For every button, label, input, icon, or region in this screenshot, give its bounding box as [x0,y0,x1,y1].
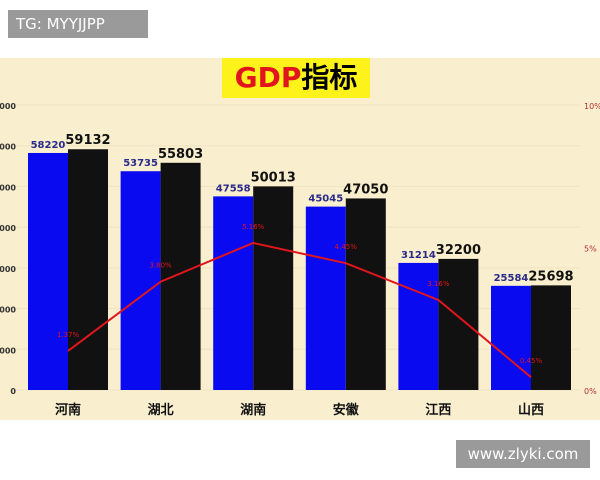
y-tick-label: 60000 [0,143,16,152]
y-tick-label: 10000 [0,346,16,355]
watermark-bottom-right: www.zlyki.com [456,440,590,468]
bar-series2 [68,149,108,390]
y-tick-label: 70000 [0,102,16,111]
bar-label-series1: 31214 [401,250,436,261]
bar-label-series2: 55803 [158,147,203,162]
x-tick-label: 湖北 [148,403,174,418]
bar-series1 [305,206,346,390]
bar-label-series2: 59132 [65,133,110,148]
bar-label-series1: 45045 [308,194,343,205]
bar-label-series2: 32200 [436,243,481,258]
title-gdp: GDP [234,61,302,94]
bar-label-series1: 58220 [31,140,66,151]
x-tick-label: 安徽 [333,402,360,418]
bar-series2 [160,162,201,390]
bar-series2 [345,198,386,390]
growth-label: 4.45% [335,243,358,251]
y2-tick-label: 5% [584,245,597,254]
x-tick-label: 河南 [55,402,81,418]
bar-series1 [28,152,68,390]
bar-series1 [398,262,439,390]
growth-line [67,241,532,378]
bar-label-series2: 50013 [251,170,296,185]
growth-label: 0.45% [520,357,543,365]
x-tick-label: 山西 [518,402,544,418]
bar-label-series2: 47050 [343,182,388,197]
y2-tick-label: 10% [584,102,600,111]
watermark-top-left: TG: MYYJJPP [8,10,148,38]
y-tick-label: 0 [10,387,16,396]
growth-label: 1.37% [57,331,80,339]
bar-series2 [438,258,479,390]
title-indicator: 指标 [301,61,358,94]
x-tick-label: 湖南 [240,402,266,418]
bar-label-series1: 47558 [216,183,251,194]
y-tick-label: 50000 [0,183,16,192]
y-tick-label: 20000 [0,306,16,315]
bar-series1 [120,171,161,390]
bar-label-series1: 25584 [494,273,529,284]
chart-title: GDP指标 [222,58,370,98]
y-tick-label: 30000 [0,265,16,274]
bar-series1 [491,285,531,390]
growth-label: 3.80% [149,262,172,270]
growth-label: 5.16% [242,223,265,231]
bar-series1 [213,196,254,390]
y2-tick-label: 0% [584,387,597,396]
x-tick-label: 江西 [425,402,451,418]
bar-series2 [253,186,294,390]
bar-series2 [531,285,571,390]
y-tick-label: 40000 [0,224,16,233]
growth-label: 3.16% [427,280,450,288]
bar-label-series1: 53735 [123,158,158,169]
bar-label-series2: 25698 [528,269,573,284]
